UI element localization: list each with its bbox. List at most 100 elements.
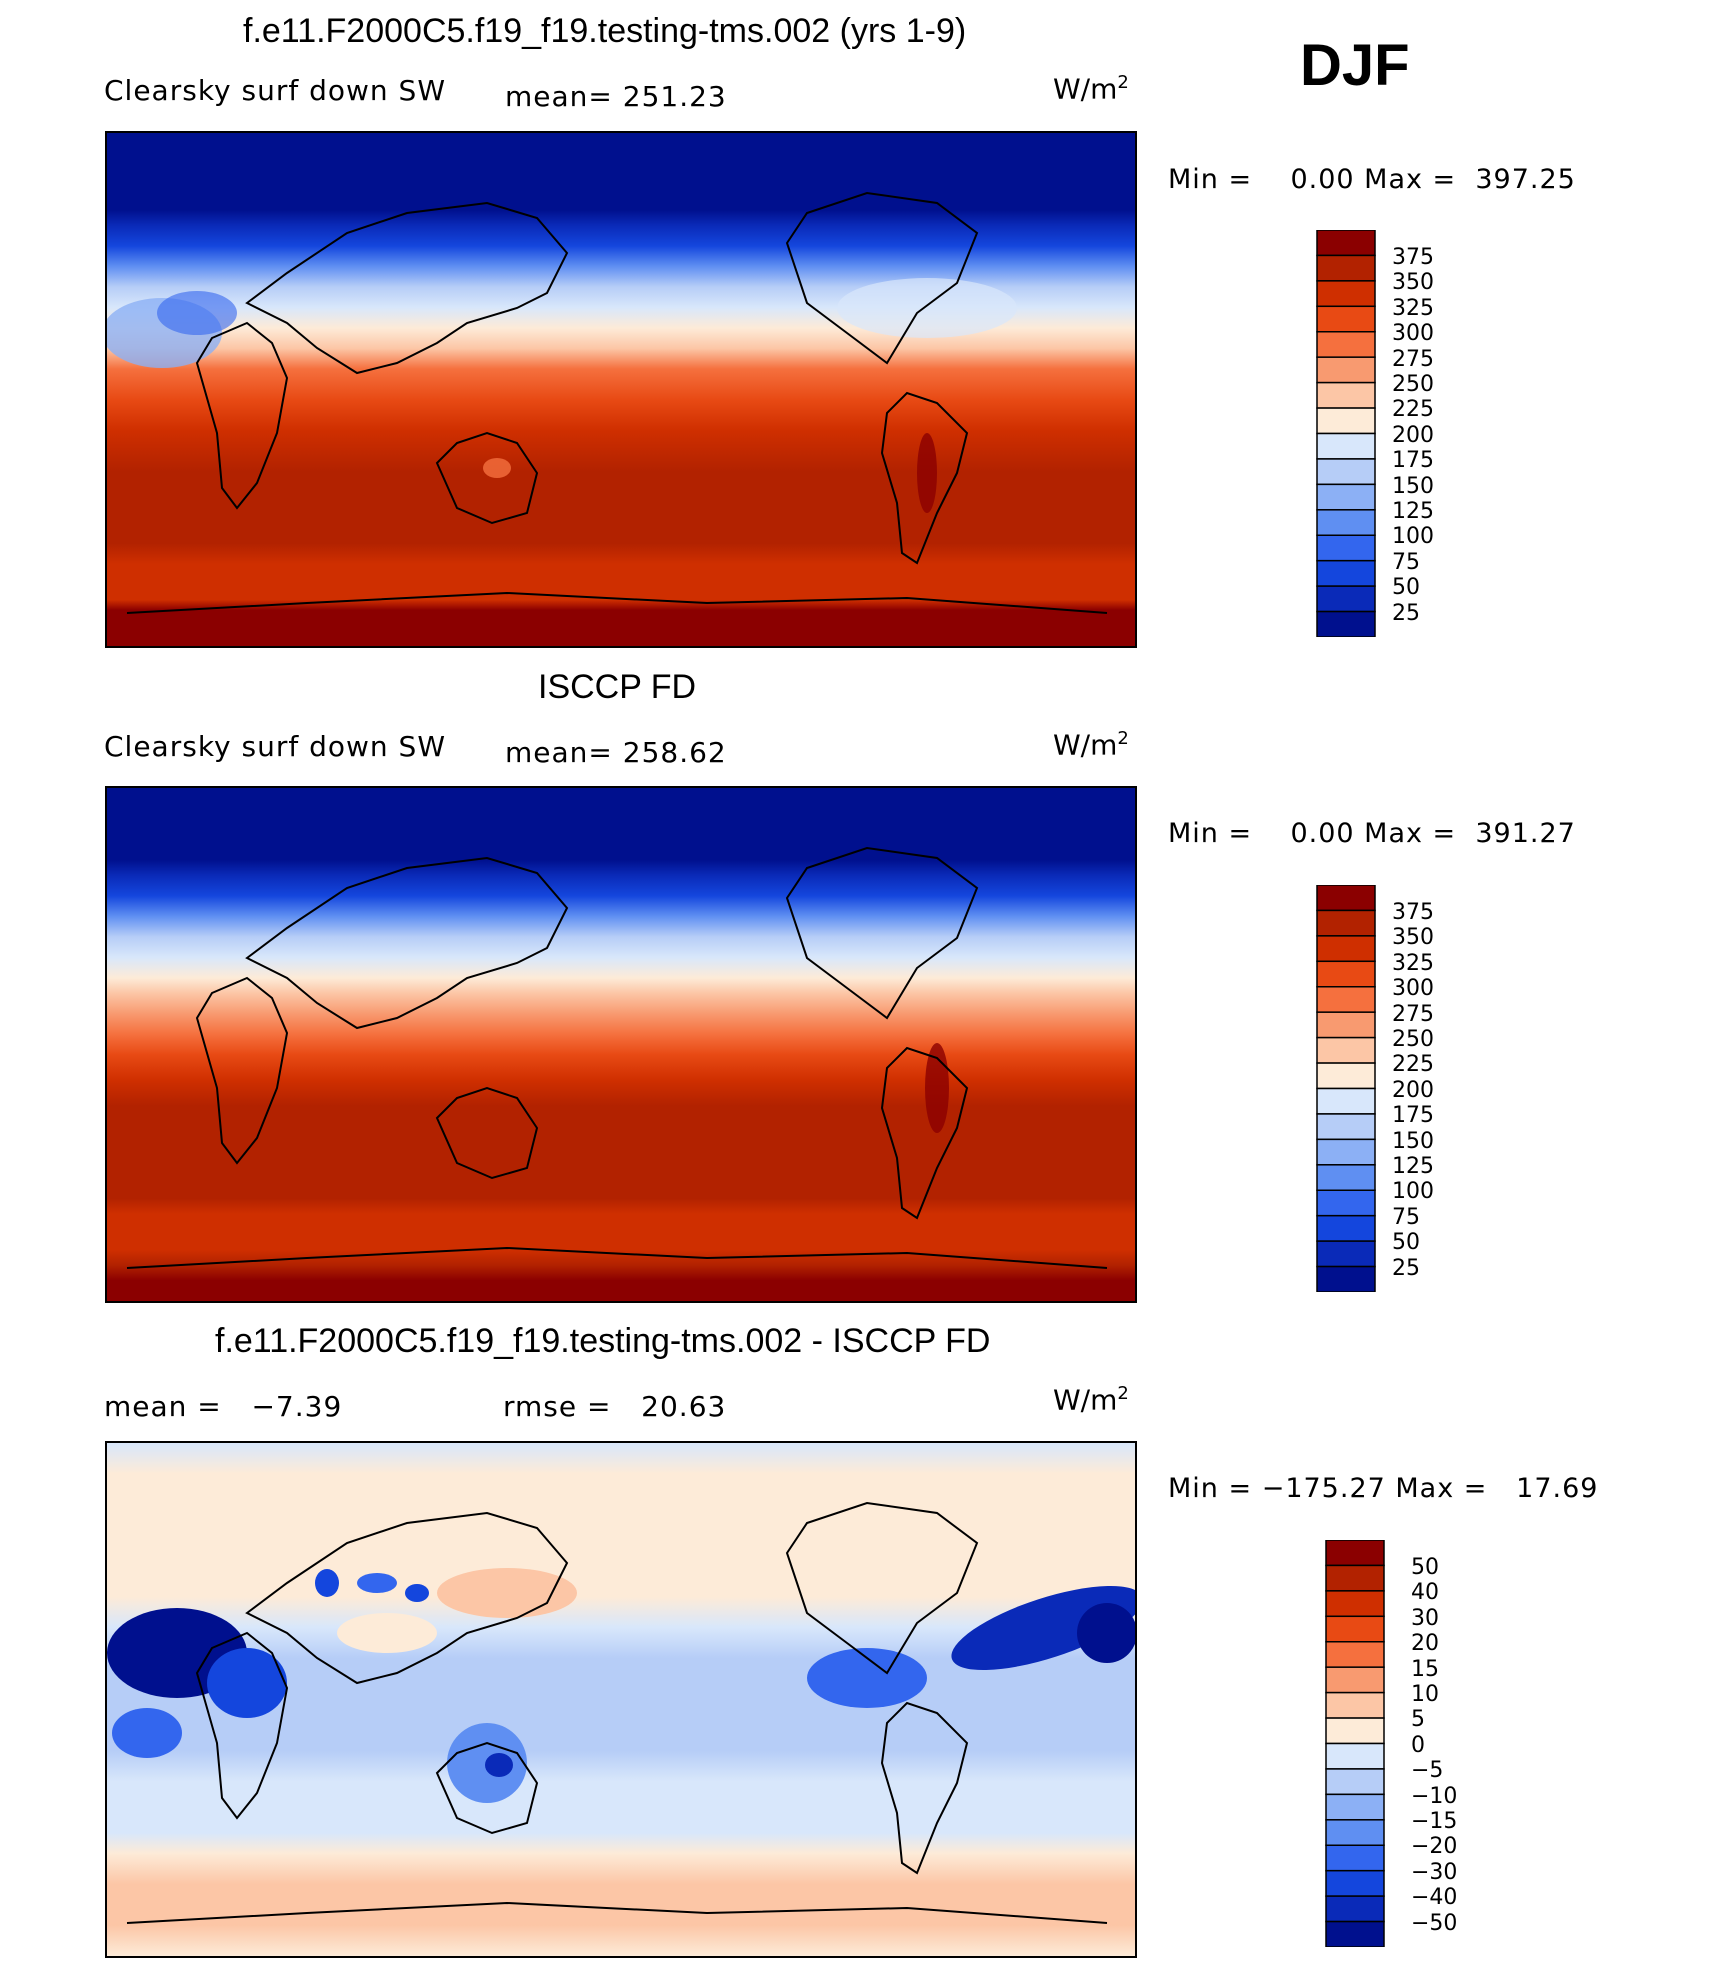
colorbar-tick-label: 300 xyxy=(1392,976,1434,1002)
colorbar-swatch xyxy=(1316,986,1376,1013)
colorbar-swatch xyxy=(1316,1062,1376,1090)
colorbar-tick-label: 50 xyxy=(1411,1555,1439,1580)
colorbar-tick-label: 150 xyxy=(1392,473,1434,499)
panel-3-colorbar xyxy=(1325,1540,1385,1947)
panel-2-units: W/m2 xyxy=(1053,728,1129,762)
colorbar-tick-label: 175 xyxy=(1392,1103,1434,1129)
panel-2-colorbar-labels: 375 350 325 300 275 250 225 200 175 150 125 100 75 50… xyxy=(1392,900,1434,1281)
colorbar-swatch xyxy=(1316,585,1376,613)
panel-1-minmax: Min = 0.00 Max = 397.25 xyxy=(1168,164,1576,195)
colorbar-tick-label: 10 xyxy=(1411,1682,1439,1708)
panel-2-map xyxy=(105,786,1137,1303)
colorbar-swatch xyxy=(1316,407,1376,435)
colorbar-swatch xyxy=(1316,356,1376,384)
colorbar-tick-label: 5 xyxy=(1411,1707,1425,1733)
colorbar-tick-label: 25 xyxy=(1392,1255,1420,1281)
panel-1-colorbar xyxy=(1316,230,1376,637)
colorbar-tick-label: 30 xyxy=(1411,1605,1439,1631)
panel-3-colorbar-labels: 50 40 30 20 15 10 5 0 −5 −10 −15 −20 −30 −40 −50 xyxy=(1411,1555,1457,1936)
colorbar-tick-label: 300 xyxy=(1392,321,1434,347)
panel-3-rmse: rmse = 20.63 xyxy=(503,1390,727,1423)
colorbar-swatch xyxy=(1316,559,1376,587)
colorbar-swatch xyxy=(1316,1087,1376,1115)
colorbar-swatch xyxy=(1325,1819,1385,1846)
colorbar-swatch xyxy=(1316,1214,1376,1242)
panel-1-map xyxy=(105,131,1137,648)
colorbar-swatch xyxy=(1325,1615,1385,1643)
colorbar-swatch xyxy=(1316,1138,1376,1166)
colorbar-swatch xyxy=(1316,1265,1376,1292)
colorbar-swatch xyxy=(1325,1844,1385,1872)
colorbar-tick-label: 100 xyxy=(1392,524,1434,550)
colorbar-tick-label: 350 xyxy=(1392,270,1434,296)
colorbar-tick-label: 225 xyxy=(1392,1052,1434,1078)
panel-3-title: f.e11.F2000C5.f19_f19.testing-tms.002 - … xyxy=(215,1322,991,1360)
colorbar-tick-label: 375 xyxy=(1392,245,1434,270)
colorbar-tick-label: 325 xyxy=(1392,295,1434,321)
colorbar-swatch xyxy=(1325,1793,1385,1821)
colorbar-swatch xyxy=(1316,960,1376,988)
colorbar-tick-label: −10 xyxy=(1411,1783,1458,1809)
panel-3-mean: mean = −7.39 xyxy=(104,1390,343,1423)
panel-1-title: f.e11.F2000C5.f19_f19.testing-tms.002 (y… xyxy=(243,12,967,50)
colorbar-tick-label: 175 xyxy=(1392,448,1434,474)
panel-3-minmax: Min = −175.27 Max = 17.69 xyxy=(1168,1473,1599,1504)
colorbar-swatch xyxy=(1316,610,1376,637)
colorbar-tick-label: −50 xyxy=(1411,1910,1458,1936)
colorbar-tick-label: 375 xyxy=(1392,900,1434,925)
panel-1-variable: Clearsky surf down SW xyxy=(104,74,447,107)
colorbar-tick-label: 325 xyxy=(1392,950,1434,976)
colorbar-swatch xyxy=(1325,1717,1385,1745)
colorbar-swatch xyxy=(1325,1895,1385,1923)
panel-3-units: W/m2 xyxy=(1053,1383,1129,1417)
panel-1-mean: mean= 251.23 xyxy=(505,80,727,113)
colorbar-tick-label: −15 xyxy=(1411,1809,1458,1835)
colorbar-tick-label: −20 xyxy=(1411,1834,1458,1860)
colorbar-tick-label: −40 xyxy=(1411,1885,1458,1911)
panel-1-units: W/m2 xyxy=(1053,72,1129,106)
colorbar-swatch xyxy=(1325,1920,1385,1947)
colorbar-swatch xyxy=(1316,509,1376,536)
colorbar-swatch xyxy=(1316,1240,1376,1268)
colorbar-tick-label: 0 xyxy=(1411,1732,1425,1758)
colorbar-tick-label: 75 xyxy=(1392,549,1420,575)
colorbar-tick-label: 250 xyxy=(1392,372,1434,398)
colorbar-tick-label: 50 xyxy=(1392,575,1420,601)
colorbar-swatch xyxy=(1316,230,1376,257)
colorbar-tick-label: 250 xyxy=(1392,1027,1434,1053)
colorbar-swatch xyxy=(1316,458,1376,486)
panel-2-minmax: Min = 0.00 Max = 391.27 xyxy=(1168,818,1576,849)
colorbar-tick-label: 125 xyxy=(1392,1154,1434,1180)
colorbar-swatch xyxy=(1316,1036,1376,1064)
colorbar-tick-label: 350 xyxy=(1392,925,1434,951)
panel-2-mean: mean= 258.62 xyxy=(505,736,727,769)
colorbar-tick-label: 15 xyxy=(1411,1656,1439,1682)
colorbar-tick-label: 225 xyxy=(1392,397,1434,423)
colorbar-tick-label: 100 xyxy=(1392,1179,1434,1205)
colorbar-tick-label: 200 xyxy=(1392,422,1434,448)
colorbar-tick-label: −30 xyxy=(1411,1859,1458,1885)
colorbar-swatch xyxy=(1325,1869,1385,1897)
colorbar-swatch xyxy=(1316,1189,1376,1217)
colorbar-swatch xyxy=(1316,1164,1376,1191)
colorbar-swatch xyxy=(1316,909,1376,937)
panel-2-colorbar xyxy=(1316,885,1376,1292)
panel-2-title: ISCCP FD xyxy=(538,668,697,706)
colorbar-swatch xyxy=(1325,1540,1385,1567)
colorbar-swatch xyxy=(1316,432,1376,460)
colorbar-swatch xyxy=(1316,1113,1376,1141)
panel-3-map xyxy=(105,1441,1137,1958)
colorbar-swatch xyxy=(1316,305,1376,333)
colorbar-swatch xyxy=(1316,254,1376,282)
colorbar-swatch xyxy=(1316,1011,1376,1039)
colorbar-tick-label: −5 xyxy=(1411,1758,1444,1784)
colorbar-swatch xyxy=(1316,483,1376,511)
colorbar-tick-label: 125 xyxy=(1392,499,1434,525)
colorbar-tick-label: 150 xyxy=(1392,1128,1434,1154)
colorbar-swatch xyxy=(1316,331,1376,358)
colorbar-tick-label: 75 xyxy=(1392,1204,1420,1230)
colorbar-swatch xyxy=(1316,935,1376,963)
colorbar-tick-label: 40 xyxy=(1411,1580,1439,1606)
colorbar-swatch xyxy=(1325,1564,1385,1592)
panel-1-colorbar-labels: 375 350 325 300 275 250 225 200 175 150 125 100 75 50… xyxy=(1392,245,1434,626)
